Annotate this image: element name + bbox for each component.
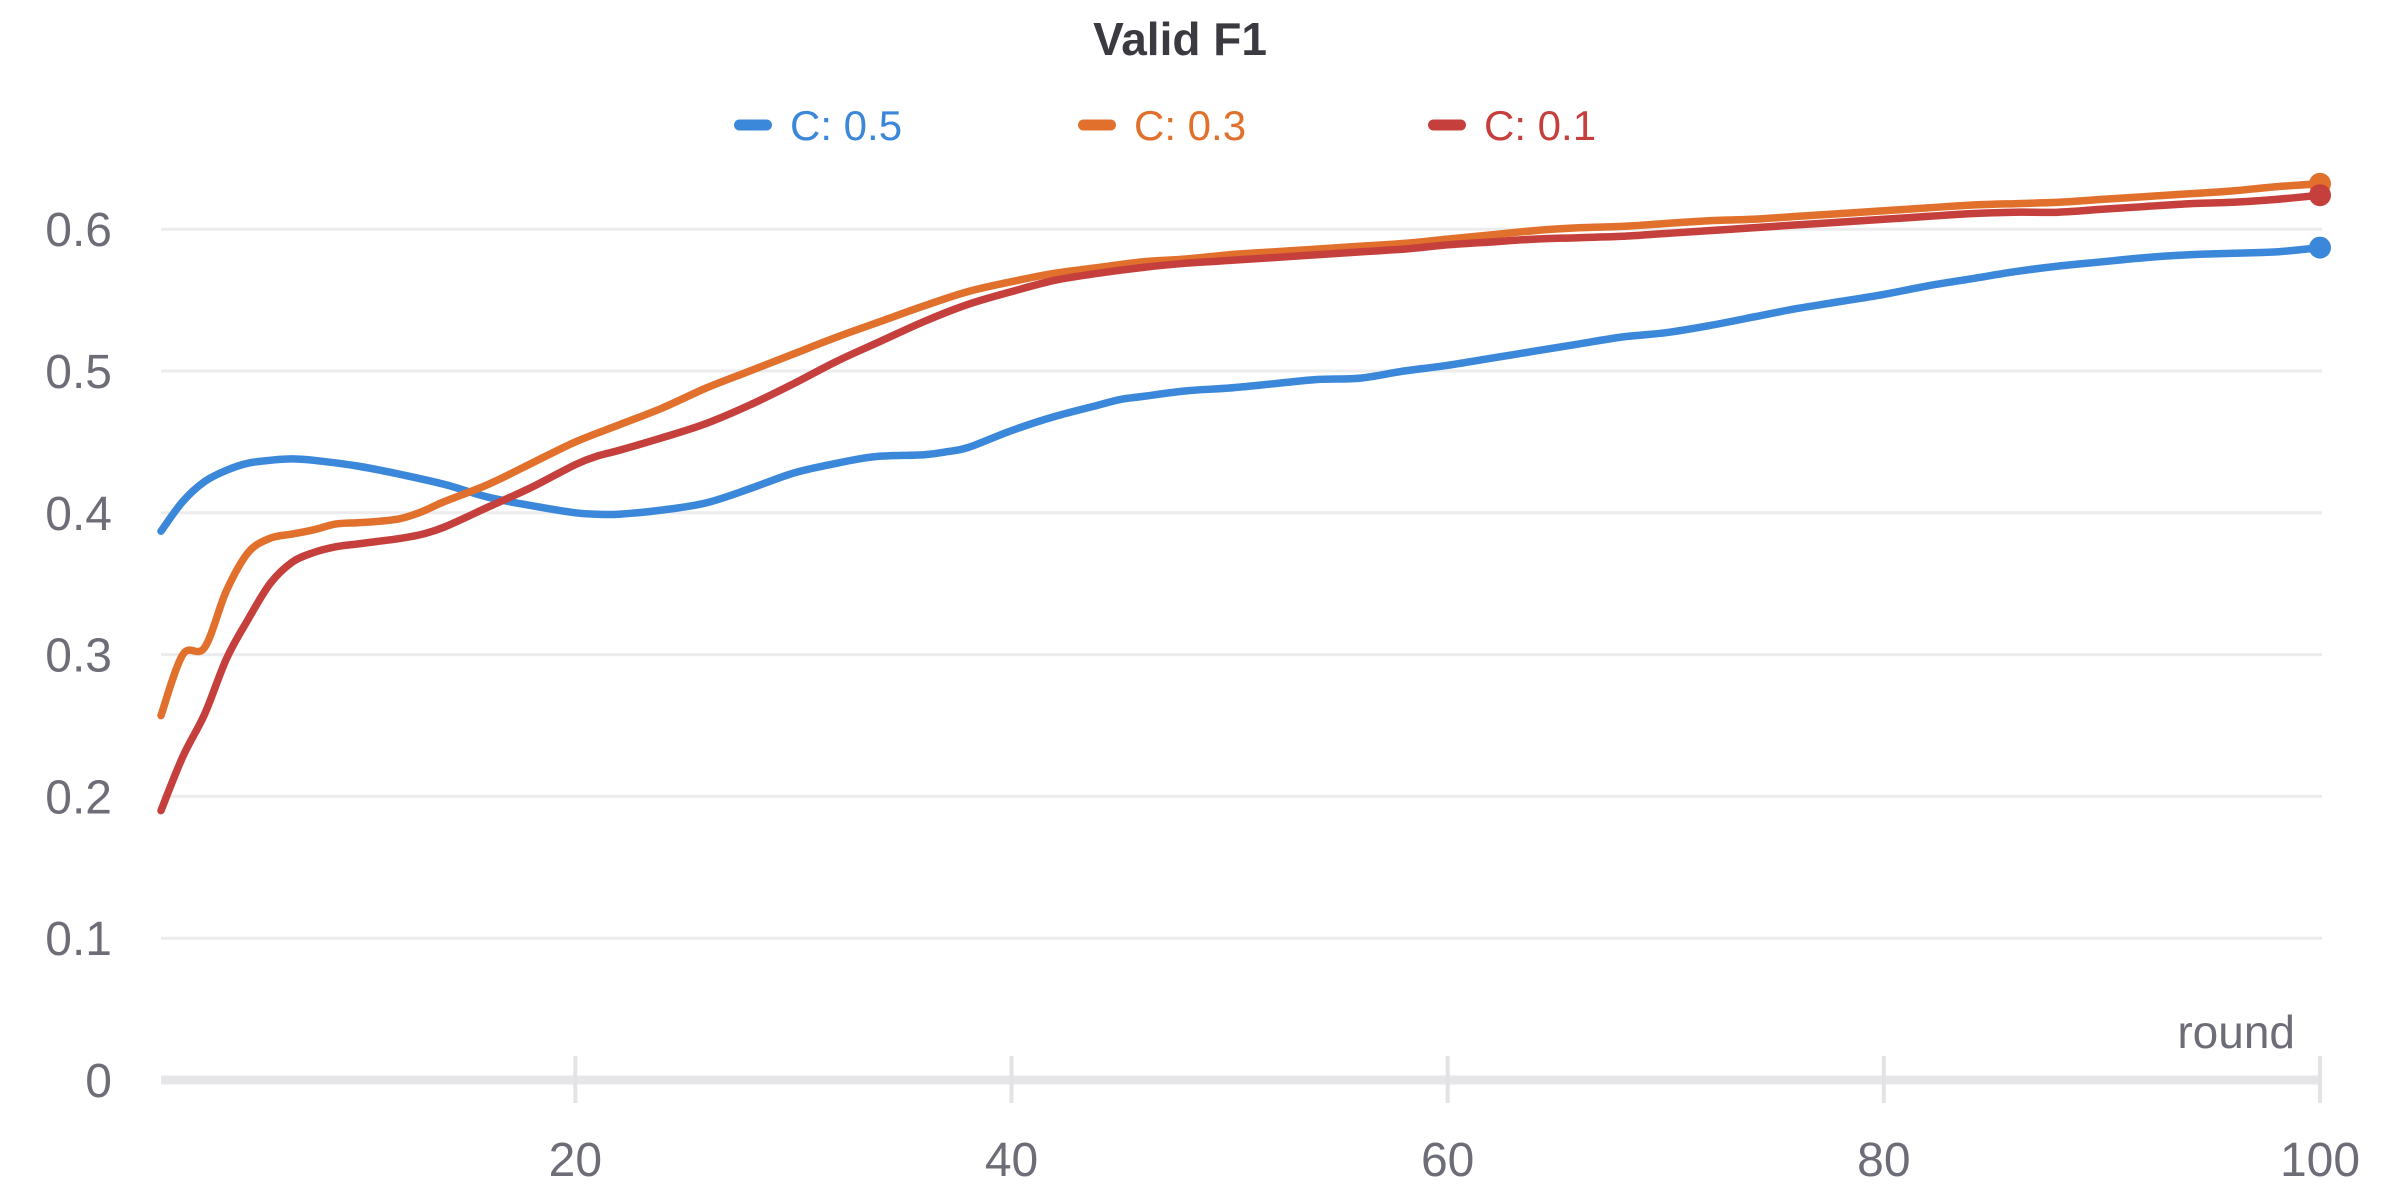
- legend-item-1: C: 0.5: [734, 102, 902, 149]
- legend-label: C: 0.1: [1484, 102, 1596, 149]
- legend-swatch: [1078, 119, 1116, 131]
- y-tick-label: 0: [85, 1055, 112, 1108]
- series-end-dot-c-0-5: [2309, 236, 2331, 259]
- series-line-c-0-3: [157, 180, 2324, 720]
- y-tick-label: 0.6: [45, 204, 112, 257]
- y-tick-label: 0.4: [45, 488, 112, 541]
- x-tick-label: 40: [985, 1134, 1038, 1187]
- legend-swatch: [734, 119, 772, 131]
- x-tick-label: 20: [549, 1134, 602, 1187]
- series-line-c-0-1: [157, 191, 2324, 815]
- y-tick-label: 0.5: [45, 346, 112, 399]
- chart-title: Valid F1: [1093, 13, 1267, 65]
- x-tick-label: 80: [1857, 1134, 1910, 1187]
- legend: C: 0.5 C: 0.3 C: 0.1: [734, 102, 1596, 149]
- legend-item-2: C: 0.3: [1078, 102, 1246, 149]
- gridlines: [161, 227, 2322, 1103]
- y-tick-label: 0.1: [45, 913, 112, 966]
- x-tick-label: 60: [1421, 1134, 1474, 1187]
- series-end-dot-c-0-1: [2309, 184, 2331, 207]
- y-tick-label: 0.2: [45, 771, 112, 824]
- x-axis-title: round: [2177, 1006, 2295, 1058]
- series-line-c-0-5: [157, 243, 2324, 535]
- series-lines: [157, 172, 2331, 815]
- legend-label: C: 0.5: [790, 102, 902, 149]
- x-tick-label: 100: [2280, 1134, 2360, 1187]
- axis-tick-labels: 0 0.1 0.2 0.3 0.4 0.5 0.6 20 40 60 80 100: [45, 204, 2360, 1187]
- legend-item-3: C: 0.1: [1428, 102, 1596, 149]
- legend-label: C: 0.3: [1134, 102, 1246, 149]
- y-tick-label: 0.3: [45, 630, 112, 683]
- legend-swatch: [1428, 119, 1466, 131]
